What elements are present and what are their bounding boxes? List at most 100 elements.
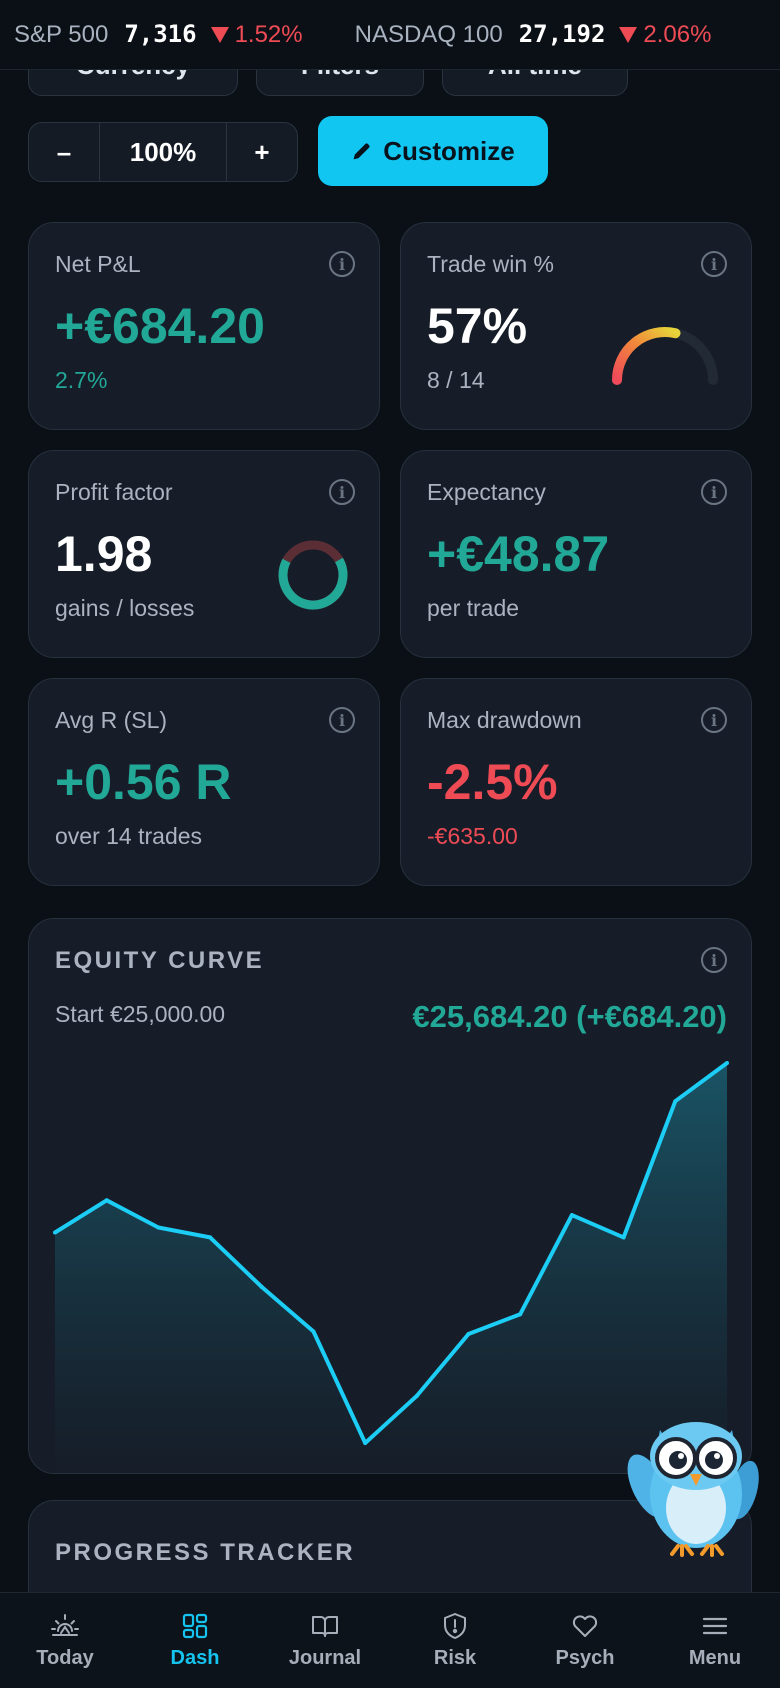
bottom-navigation: Today Dash Journal Risk Psych Menu [0, 1592, 780, 1688]
equity-point-6[interactable] [363, 1441, 368, 1445]
customize-button[interactable]: Customize [318, 116, 548, 186]
equity-point-1[interactable] [104, 1198, 109, 1203]
zoom-out-label: – [56, 136, 72, 167]
max-drawdown-card[interactable]: Max drawdown i -2.5% -€635.00 [400, 678, 752, 886]
pencil-icon [354, 143, 370, 160]
profit-factor-value: 1.98 [55, 526, 153, 582]
nav-item-risk[interactable]: Risk [390, 1593, 520, 1688]
sun-horizon-icon [51, 1614, 79, 1636]
nav-item-today[interactable]: Today [0, 1593, 130, 1688]
nav-label: Dash [170, 1647, 220, 1669]
expectancy-card[interactable]: Expectancy i +€48.87 per trade [400, 450, 752, 658]
ticker-item-sp500[interactable]: S&P 500 7,316 1.52% [14, 20, 303, 49]
profit-factor-sub: gains / losses [55, 595, 195, 621]
info-icon[interactable]: i [329, 251, 355, 277]
ticker-value: 7,316 [124, 20, 197, 48]
card-label: Avg R (SL) [55, 707, 168, 733]
avg-r-sub: over 14 trades [55, 823, 203, 849]
zoom-out-button[interactable]: – [29, 123, 99, 181]
info-icon[interactable]: i [329, 479, 355, 505]
dashboard-grid-icon [182, 1613, 208, 1639]
down-arrow-icon [619, 27, 638, 43]
net-pl-percent: 2.7% [55, 367, 108, 393]
equity-line [53, 1061, 729, 1445]
equity-curve-title: EQUITY CURVE [55, 947, 265, 974]
shield-alert-icon [444, 1613, 466, 1639]
nav-label: Psych [555, 1647, 615, 1669]
equity-start-balance: Start €25,000.00 [55, 1001, 226, 1027]
avg-r-card[interactable]: Avg R (SL) i +0.56 R over 14 trades [28, 678, 380, 886]
equity-area [55, 1063, 727, 1473]
ticker-value: 27,192 [518, 20, 606, 48]
equity-point-13[interactable] [725, 1061, 729, 1065]
win-rate-gauge [612, 327, 718, 385]
equity-point-5[interactable] [311, 1329, 316, 1334]
equity-curve-chart [53, 1061, 729, 1473]
trade-win-card[interactable]: Trade win % i 57% 8 / 14 [400, 222, 752, 430]
ticker-change: 2.06% [619, 21, 711, 49]
net-pl-card[interactable]: Net P&L i +€684.20 2.7% [28, 222, 380, 430]
ticker-change-value: 2.06% [643, 21, 712, 48]
gauge-fill [612, 327, 681, 385]
equity-point-2[interactable] [156, 1225, 161, 1230]
equity-curve-card: EQUITY CURVE i Start €25,000.00 €25,684.… [28, 918, 752, 1474]
market-ticker: S&P 500 7,316 1.52% NASDAQ 100 27,192 2.… [0, 0, 780, 70]
avg-r-value: +0.56 R [55, 754, 232, 810]
nav-item-dash[interactable]: Dash [130, 1593, 260, 1688]
nav-label: Risk [433, 1647, 477, 1669]
ticker-change: 1.52% [210, 21, 303, 49]
zoom-in-label: + [254, 136, 270, 167]
equity-point-9[interactable] [518, 1312, 523, 1317]
progress-tracker-title: PROGRESS TRACKER [55, 1539, 356, 1566]
card-label: Net P&L [55, 251, 141, 277]
card-label: Profit factor [55, 479, 173, 505]
equity-point-0[interactable] [53, 1230, 57, 1235]
down-arrow-icon [210, 27, 229, 43]
equity-point-3[interactable] [208, 1235, 213, 1240]
equity-point-7[interactable] [414, 1393, 419, 1398]
nav-label: Menu [688, 1647, 742, 1669]
ticker-name: S&P 500 [14, 21, 109, 48]
equity-point-11[interactable] [621, 1235, 626, 1240]
zoom-level: 100% [99, 123, 227, 181]
equity-point-4[interactable] [259, 1284, 264, 1289]
profit-factor-card[interactable]: Profit factor i 1.98 gains / losses [28, 450, 380, 658]
ticker-name: NASDAQ 100 [354, 21, 503, 48]
book-open-icon [312, 1616, 338, 1637]
trade-win-value: 57% [427, 298, 528, 354]
nav-label: Journal [288, 1647, 362, 1669]
nav-label: Today [36, 1647, 94, 1669]
zoom-level-value: 100% [129, 136, 197, 167]
nav-item-journal[interactable]: Journal [260, 1593, 390, 1688]
menu-icon [702, 1617, 728, 1635]
info-icon[interactable]: i [701, 947, 727, 973]
equity-point-12[interactable] [673, 1099, 678, 1104]
nav-item-menu[interactable]: Menu [650, 1593, 780, 1688]
info-icon[interactable]: i [701, 251, 727, 277]
donut-gain-segment [278, 540, 348, 610]
nav-item-psych[interactable]: Psych [520, 1593, 650, 1688]
card-label: Expectancy [427, 479, 546, 505]
card-label: Trade win % [427, 251, 554, 277]
equity-point-10[interactable] [569, 1213, 574, 1218]
equity-point-8[interactable] [466, 1332, 471, 1337]
expectancy-sub: per trade [427, 595, 520, 621]
expectancy-value: +€48.87 [427, 526, 610, 582]
zoom-in-button[interactable]: + [227, 123, 297, 181]
card-label: Max drawdown [427, 707, 582, 733]
profit-factor-donut [278, 540, 348, 610]
ticker-item-nasdaq[interactable]: NASDAQ 100 27,192 2.06% [355, 20, 712, 49]
info-icon[interactable]: i [701, 707, 727, 733]
zoom-control: – 100% + [28, 122, 298, 182]
equity-current-balance: €25,684.20 (+€684.20) [412, 999, 727, 1034]
trade-win-count: 8 / 14 [427, 367, 485, 393]
customize-label: Customize [383, 135, 515, 166]
max-drawdown-amount: -€635.00 [427, 823, 518, 849]
owl-mascot-icon[interactable] [626, 1408, 766, 1558]
info-icon[interactable]: i [701, 479, 727, 505]
info-icon[interactable]: i [329, 707, 355, 733]
ticker-change-value: 1.52% [234, 21, 303, 48]
heart-icon [572, 1615, 598, 1637]
net-pl-value: +€684.20 [55, 298, 265, 354]
max-drawdown-value: -2.5% [427, 754, 558, 810]
